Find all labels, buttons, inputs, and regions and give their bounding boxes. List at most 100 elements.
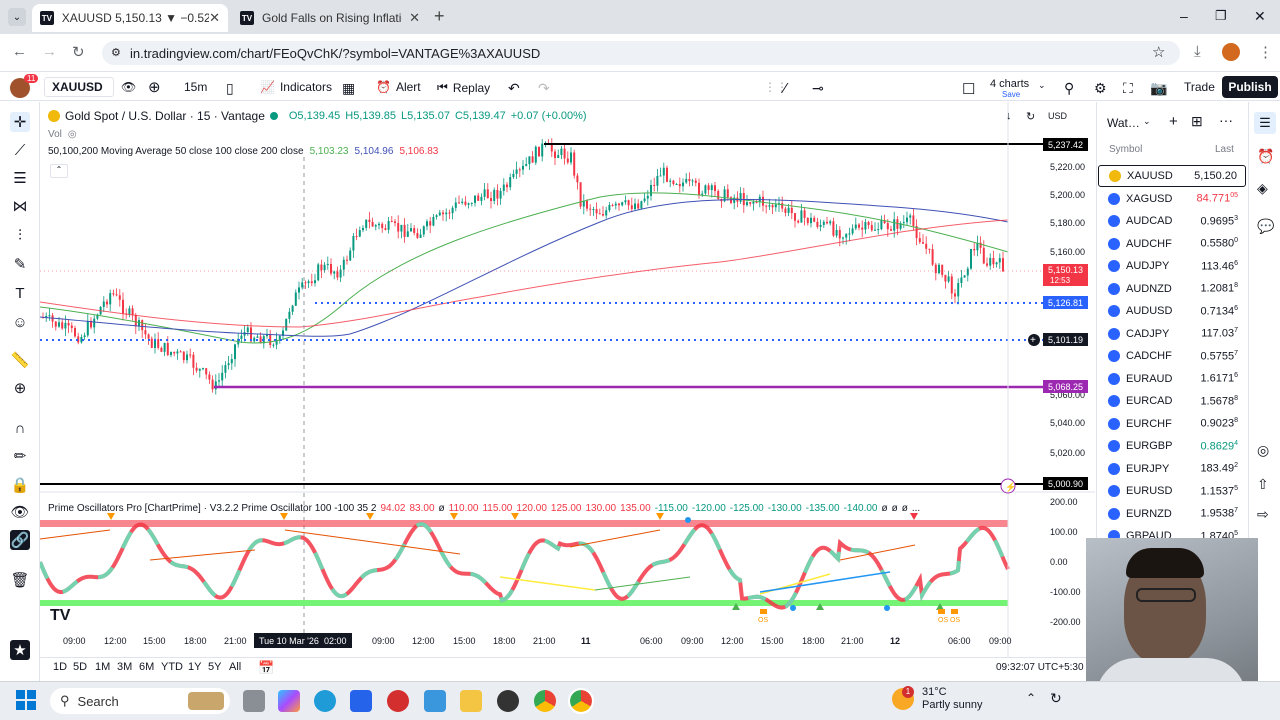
maximize-button[interactable]: ❐: [1215, 8, 1227, 23]
file-explorer-icon[interactable]: [460, 690, 482, 712]
range-button-5d[interactable]: 5D: [73, 661, 88, 673]
hide-drawings-icon[interactable]: 👁: [10, 504, 30, 521]
watchlist-row[interactable]: AUDNZD 1.20818: [1098, 278, 1246, 300]
user-avatar[interactable]: [10, 78, 30, 98]
interval-button[interactable]: 15m: [184, 80, 207, 94]
arrow-right-icon[interactable]: ⇨: [1257, 506, 1269, 522]
windows-start-icon[interactable]: [16, 690, 36, 710]
range-button-1y[interactable]: 1Y: [188, 661, 202, 673]
layout-square-icon[interactable]: ☐: [962, 81, 976, 98]
fullscreen-icon[interactable]: ⛶: [1123, 80, 1133, 96]
forward-icon[interactable]: →: [42, 43, 57, 60]
watchlist-row[interactable]: AUDJPY 113.466: [1098, 255, 1246, 277]
trade-button[interactable]: Trade: [1184, 80, 1215, 94]
add-symbol-icon[interactable]: +: [1169, 113, 1178, 130]
price-chart[interactable]: OS OS OS 5,220.00 5,200.00 5,180.00 5,160.0…: [40, 102, 1095, 657]
watchlist-row[interactable]: EURJPY 183.492: [1098, 458, 1246, 480]
range-button-all[interactable]: All: [229, 661, 242, 673]
watchlist-row[interactable]: XAUUSD 5,150.20: [1098, 165, 1246, 187]
publish-button[interactable]: Publish: [1222, 76, 1278, 98]
range-button-1d[interactable]: 1D: [53, 661, 68, 673]
tray-network-icon[interactable]: ↻: [1050, 690, 1062, 706]
watchlist-row[interactable]: EURAUD 1.61716: [1098, 368, 1246, 390]
magnet-tool-icon[interactable]: ∩: [14, 419, 26, 437]
hide-eye-icon[interactable]: ◎: [67, 129, 77, 140]
watchlist-row[interactable]: EURGBP 0.86294: [1098, 435, 1246, 457]
copilot-icon[interactable]: [278, 690, 300, 712]
range-button-5y[interactable]: 5Y: [208, 661, 222, 673]
range-button-6m[interactable]: 6M: [139, 661, 155, 673]
watchlist-row[interactable]: EURNZD 1.95387: [1098, 503, 1246, 525]
browser-tab[interactable]: TV Gold Falls on Rising Inflation R… ✕: [232, 4, 428, 32]
close-window-button[interactable]: ✕: [1254, 8, 1266, 24]
forecast-tool-icon[interactable]: ⫶: [18, 226, 22, 244]
alert-button[interactable]: ⏰ Alert: [376, 80, 421, 94]
templates-icon[interactable]: ▦: [342, 80, 356, 96]
emoji-tool-icon[interactable]: ☺: [12, 313, 28, 331]
snapshot-camera-icon[interactable]: 📷: [1150, 80, 1168, 96]
column-symbol-header[interactable]: Symbol: [1109, 144, 1143, 155]
watchlist-row[interactable]: XAGUSD 84.77105: [1098, 188, 1246, 210]
trend-line-icon[interactable]: ⁄: [784, 80, 787, 97]
ma-legend[interactable]: 50,100,200 Moving Average 50 close 100 c…: [48, 146, 438, 157]
osc-legend[interactable]: Prime Oscillators Pro [ChartPrime] · V3.…: [48, 503, 958, 514]
back-icon[interactable]: ←: [12, 43, 27, 60]
trash-icon[interactable]: 🗑: [10, 572, 30, 589]
drag-handle-icon[interactable]: ⋮⋮: [764, 80, 788, 94]
clock-label[interactable]: 09:32:07 UTC+5:30: [996, 662, 1084, 673]
goto-date-icon[interactable]: 📅: [258, 660, 275, 675]
watch-icon[interactable]: 👁: [121, 80, 137, 94]
tab-list-menu-icon[interactable]: ⌄: [8, 8, 26, 26]
task-view-icon[interactable]: [243, 690, 265, 712]
watchlist-row[interactable]: AUDCAD 0.96953: [1098, 210, 1246, 232]
collapse-legend-button[interactable]: ⌃: [50, 164, 68, 178]
browser-tab-active[interactable]: TV XAUUSD 5,150.13 ▼ −0.52% 4… ✕: [32, 4, 228, 32]
target-icon[interactable]: ◎: [1257, 442, 1270, 458]
tray-chevron-icon[interactable]: ⌃: [1026, 691, 1037, 705]
bookmark-star-icon[interactable]: ☆: [1152, 44, 1166, 61]
chart-title[interactable]: Gold Spot / U.S. Dollar · 15 · Vantage: [65, 109, 265, 123]
url-field[interactable]: ⚙ in.tradingview.com/chart/FEoQvChK/?sym…: [102, 41, 1180, 65]
weather-widget[interactable]: 1 31°C Partly sunny: [892, 686, 983, 712]
trend-line-tool-icon[interactable]: ⟋: [14, 141, 26, 159]
close-tab-icon[interactable]: ✕: [209, 10, 220, 25]
notepad-icon[interactable]: [424, 690, 446, 712]
range-button-1m[interactable]: 1M: [95, 661, 111, 673]
range-button-ytd[interactable]: YTD: [161, 661, 183, 673]
layout-chevron-icon[interactable]: ⌄: [1038, 80, 1046, 90]
indicators-button[interactable]: 📈 Indicators: [260, 80, 332, 94]
chrome-icon[interactable]: [534, 690, 556, 712]
vol-legend[interactable]: Vol ◎: [48, 129, 77, 140]
layout-button[interactable]: 4 charts Save: [990, 78, 1029, 99]
download-icon[interactable]: ⤓: [1194, 43, 1201, 60]
watchlist-row[interactable]: EURCHF 0.90238: [1098, 413, 1246, 435]
taskbar-search[interactable]: ⚲ Search: [50, 688, 230, 714]
refresh-icon[interactable]: ↻: [1026, 111, 1036, 123]
close-tab-icon[interactable]: ✕: [409, 10, 420, 25]
reload-icon[interactable]: ↻: [72, 44, 85, 61]
watchlist-row[interactable]: EURUSD 1.15375: [1098, 480, 1246, 502]
alerts-clock-icon[interactable]: ⏰: [1257, 148, 1275, 164]
chat-icon[interactable]: 💬: [1257, 218, 1275, 234]
more-options-icon[interactable]: ···: [1219, 112, 1233, 128]
symbol-search-button[interactable]: XAUUSD: [44, 77, 114, 97]
link-drawings-icon[interactable]: 🔗: [10, 530, 30, 550]
stay-drawing-icon[interactable]: ✏: [13, 448, 27, 465]
horizontal-line-icon[interactable]: ⊸: [812, 80, 824, 96]
profile-avatar[interactable]: [1222, 43, 1240, 61]
watchlist-row[interactable]: CADJPY 117.037: [1098, 323, 1246, 345]
scroll-down-icon[interactable]: ↓: [1006, 110, 1012, 122]
currency-label[interactable]: USD: [1048, 111, 1068, 121]
minimize-button[interactable]: –: [1180, 8, 1188, 24]
arrow-up-icon[interactable]: ⇧: [1257, 476, 1269, 492]
new-tab-button[interactable]: +: [434, 6, 445, 26]
watchlist-sidebar-icon[interactable]: ☰: [1254, 112, 1276, 134]
column-last-header[interactable]: Last: [1215, 144, 1234, 155]
candle-type-icon[interactable]: ▯: [226, 80, 234, 96]
watchlist-chevron-icon[interactable]: ⌄: [1143, 116, 1151, 126]
watchlist-row[interactable]: AUDCHF 0.55800: [1098, 233, 1246, 255]
watchlist-row[interactable]: EURCAD 1.56788: [1098, 390, 1246, 412]
dropbox-icon[interactable]: [350, 690, 372, 712]
watchlist-row[interactable]: CADCHF 0.57557: [1098, 345, 1246, 367]
range-button-3m[interactable]: 3M: [117, 661, 133, 673]
